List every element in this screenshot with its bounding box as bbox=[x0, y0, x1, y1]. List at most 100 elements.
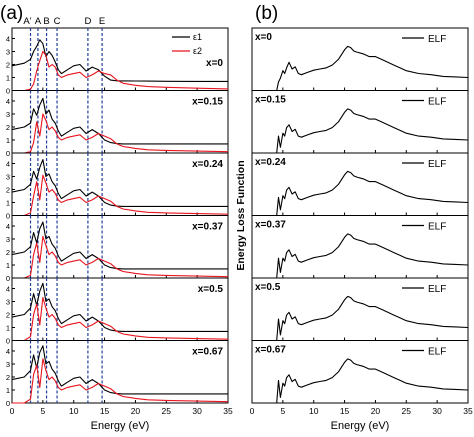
subplot-a-2: 0 1 2 3 4 x=0.24 bbox=[6, 152, 229, 221]
peak-label: D bbox=[84, 16, 91, 27]
y-tick-label: 0 bbox=[6, 399, 10, 408]
y-tick-label: 3 bbox=[6, 235, 10, 244]
y-tick-label: 4 bbox=[6, 347, 10, 356]
subplot-a-5: 0 1 2 3 4 x=0.67 bbox=[6, 340, 229, 408]
y-tick-label: 3 bbox=[6, 48, 10, 57]
x-tick-label: 35 bbox=[463, 406, 473, 416]
subplot-a-4: 0 1 2 3 4 x=0.5 bbox=[6, 277, 229, 346]
series-line-eps1 bbox=[11, 97, 228, 145]
series-line-eps1 bbox=[11, 39, 228, 82]
x-tick-label: 20 bbox=[371, 406, 381, 416]
y-tick-label: 4 bbox=[6, 35, 10, 44]
subplot-label: x=0.5 bbox=[255, 282, 281, 293]
subplot-label: x=0 bbox=[255, 32, 272, 43]
panel-b-label: (b) bbox=[255, 3, 278, 24]
x-axis-label: Energy (eV) bbox=[331, 420, 390, 432]
subplot-b-3: x=0.37 ELF bbox=[251, 215, 469, 279]
series-line-elf bbox=[276, 233, 469, 279]
subplot-b-0: x=0 ELF bbox=[251, 27, 469, 91]
peak-label: E bbox=[99, 16, 105, 27]
peak-label: A' bbox=[23, 16, 31, 27]
subplot-label: x=0.15 bbox=[255, 95, 286, 106]
y-tick-label: 0 bbox=[6, 274, 10, 283]
peak-label: A bbox=[35, 16, 42, 27]
subplot-label: x=0.24 bbox=[255, 157, 286, 168]
y-tick-label: 1 bbox=[6, 136, 10, 145]
subplot-frame bbox=[251, 340, 469, 404]
y-tick-label: 4 bbox=[6, 160, 10, 169]
peak-label: B bbox=[43, 16, 49, 27]
legend-label-elf: ELF bbox=[428, 159, 446, 170]
subplot-label: x=0.67 bbox=[192, 347, 223, 358]
subplot-label: x=0.67 bbox=[255, 345, 286, 356]
y-tick-label: 2 bbox=[6, 186, 10, 195]
y-tick-label: 1 bbox=[6, 74, 10, 83]
series-line-elf bbox=[276, 108, 469, 154]
dielectric-chart: 0 1 2 3 4 x=0 0 1 2 3 4 x=0.15 0 1 2 3 4 x=0.24 0 1 2 3 4 x=0.3… bbox=[6, 16, 233, 432]
legend-label-elf: ELF bbox=[428, 34, 446, 45]
y-tick-label: 1 bbox=[6, 261, 10, 270]
panel-a-label: (a) bbox=[0, 3, 23, 24]
y-tick-label: 3 bbox=[6, 298, 10, 307]
y-tick-label: 1 bbox=[6, 324, 10, 333]
x-tick-label: 5 bbox=[40, 406, 45, 416]
subplot-label: x=0.5 bbox=[198, 284, 224, 295]
series-line-eps1 bbox=[11, 282, 228, 332]
legend-label-eps1: ε1 bbox=[193, 32, 202, 42]
series-line-eps1 bbox=[11, 345, 228, 395]
y-tick-label: 3 bbox=[6, 110, 10, 119]
subplot-a-3: 0 1 2 3 4 x=0.37 bbox=[6, 215, 229, 283]
x-axis-label: Energy (eV) bbox=[91, 420, 150, 432]
series-line-eps2 bbox=[12, 358, 229, 404]
subplot-label: x=0.37 bbox=[192, 222, 223, 233]
subplot-b-2: x=0.24 ELF bbox=[251, 152, 469, 216]
series-line-eps1 bbox=[11, 159, 228, 207]
x-tick-label: 10 bbox=[69, 406, 79, 416]
series-line-eps2 bbox=[12, 113, 229, 154]
subplot-label: x=0 bbox=[206, 58, 223, 69]
y-tick-label: 0 bbox=[6, 87, 10, 96]
y-tick-label: 0 bbox=[6, 149, 10, 158]
y-tick-label: 0 bbox=[6, 337, 10, 346]
subplot-b-1: x=0.15 ELF bbox=[251, 90, 469, 154]
x-tick-label: 30 bbox=[192, 406, 202, 416]
y-tick-label: 3 bbox=[6, 360, 10, 369]
y-tick-label: 1 bbox=[6, 386, 10, 395]
y-tick-label: 4 bbox=[6, 285, 10, 294]
subplot-b-5: x=0.67 ELF bbox=[251, 340, 469, 404]
subplot-a-1: 0 1 2 3 4 x=0.15 bbox=[6, 90, 229, 158]
elf-chart: x=0 ELF x=0.15 ELF x=0.24 ELF x=0.37 ELF x=0.5 EL… bbox=[235, 27, 473, 432]
subplot-label: x=0.37 bbox=[255, 220, 286, 231]
subplot-label: x=0.15 bbox=[192, 97, 223, 108]
x-tick-label: 25 bbox=[162, 406, 172, 416]
x-tick-label: 10 bbox=[309, 406, 319, 416]
series-line-eps1 bbox=[11, 221, 228, 270]
x-tick-label: 20 bbox=[131, 406, 141, 416]
y-tick-label: 1 bbox=[6, 199, 10, 208]
peak-label: C bbox=[54, 16, 61, 27]
legend-label-elf: ELF bbox=[428, 222, 446, 233]
y-tick-label: 2 bbox=[6, 373, 10, 382]
x-tick-label: 15 bbox=[340, 406, 350, 416]
y-tick-label: 4 bbox=[6, 222, 10, 231]
series-line-eps2 bbox=[12, 235, 229, 279]
series-line-elf bbox=[276, 170, 469, 216]
series-line-elf bbox=[276, 295, 469, 341]
y-tick-label: 3 bbox=[6, 173, 10, 182]
subplot-b-4: x=0.5 ELF bbox=[251, 277, 469, 341]
y-tick-label: 2 bbox=[6, 123, 10, 132]
series-line-eps2 bbox=[12, 174, 229, 217]
y-tick-label: 0 bbox=[6, 212, 10, 221]
x-tick-label: 35 bbox=[223, 406, 233, 416]
x-tick-label: 15 bbox=[100, 406, 110, 416]
y-tick-label: 2 bbox=[6, 248, 10, 257]
legend-label-eps2: ε2 bbox=[193, 46, 202, 56]
legend-label-elf: ELF bbox=[428, 347, 446, 358]
subplot-frame bbox=[11, 340, 229, 404]
y-axis-label: Energy Loss Function bbox=[235, 160, 247, 270]
x-tick-label: 25 bbox=[402, 406, 412, 416]
y-tick-label: 4 bbox=[6, 97, 10, 106]
subplot-label: x=0.24 bbox=[192, 159, 223, 170]
x-tick-label: 30 bbox=[432, 406, 442, 416]
